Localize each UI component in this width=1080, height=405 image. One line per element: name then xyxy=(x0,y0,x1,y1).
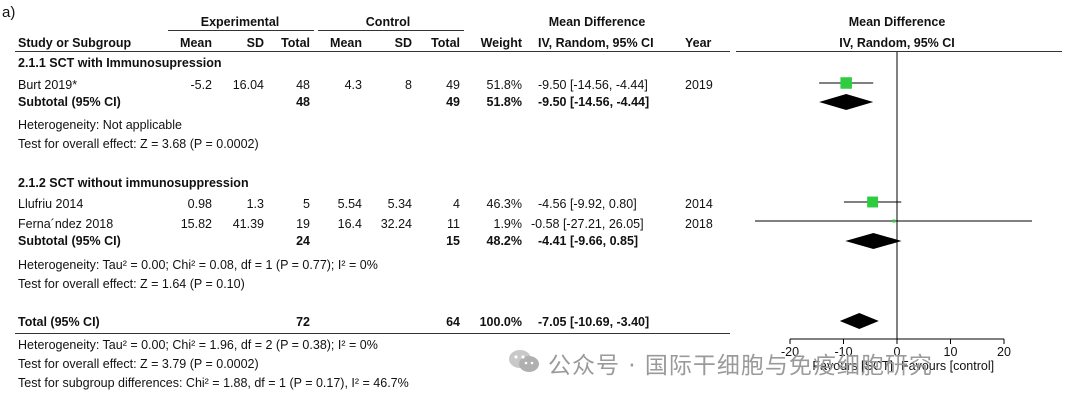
wechat-icon xyxy=(509,350,539,372)
study-e-mean: 15.82 xyxy=(180,217,212,231)
footer-subgroup-test: Test for subgroup differences: Chi² = 1.… xyxy=(18,376,409,390)
study-year: 2018 xyxy=(685,217,713,231)
footer-heterogeneity: Heterogeneity: Tau² = 0.00; Chi² = 1.96,… xyxy=(18,338,378,352)
study-c-sd: 5.34 xyxy=(387,197,412,211)
pooled-diamond xyxy=(839,313,879,329)
subtotal-label: Subtotal (95% CI) xyxy=(18,234,121,248)
mean-header: Mean xyxy=(180,36,212,50)
study-year: 2019 xyxy=(685,78,713,92)
study-c-sd: 32.24 xyxy=(380,217,412,231)
x-tick-label: 10 xyxy=(944,345,958,359)
pooled-diamond xyxy=(819,94,874,110)
study-c-mean: 5.54 xyxy=(337,197,362,211)
study-e-total: 19 xyxy=(296,217,310,231)
study-e-total: 48 xyxy=(296,78,310,92)
sd-header: SD xyxy=(246,36,264,50)
study-square xyxy=(840,77,852,89)
heterogeneity-text: Heterogeneity: Tau² = 0.00; Chi² = 0.08,… xyxy=(18,258,378,272)
overall-effect-text: Test for overall effect: Z = 3.68 (P = 0… xyxy=(18,137,259,151)
study-name: Ferna´ndez 2018 xyxy=(18,217,114,231)
total-weight: 100.0% xyxy=(479,315,522,329)
study-name: Burt 2019* xyxy=(18,78,78,92)
study-year: 2014 xyxy=(685,197,713,211)
study-e-mean: 0.98 xyxy=(187,197,212,211)
total-header: Total xyxy=(281,36,310,50)
panel-label: a) xyxy=(2,4,16,21)
total-ci: -7.05 [-10.69, -3.40] xyxy=(538,315,650,329)
study-c-mean: 4.3 xyxy=(344,78,362,92)
x-tick-label: -20 xyxy=(781,345,799,359)
footer-overall-effect: Test for overall effect: Z = 3.79 (P = 0… xyxy=(18,357,259,371)
header-rule-left xyxy=(15,51,730,52)
total-rule xyxy=(15,333,730,334)
subtotal-c-total: 15 xyxy=(446,234,460,248)
subtotal-ci: -9.50 [-14.56, -4.44] xyxy=(538,95,650,109)
study-ci: -4.56 [-9.92, 0.80] xyxy=(538,197,637,211)
study-c-total: 4 xyxy=(453,197,460,211)
weight-header: Weight xyxy=(480,36,522,50)
x-tick-label: 20 xyxy=(997,345,1011,359)
total-c-total: 64 xyxy=(446,315,460,329)
md-header-left: Mean Difference xyxy=(548,15,646,29)
watermark: 公众号 · 国际干细胞与免疫细胞研究 xyxy=(548,353,933,379)
study-square xyxy=(892,219,896,223)
study-ci: -0.58 [-27.21, 26.05] xyxy=(531,217,644,231)
study-header: Study or Subgroup xyxy=(18,36,132,50)
favours-right-label: Favours [control] xyxy=(901,359,994,373)
study-ci: -9.50 [-14.56, -4.44] xyxy=(538,78,648,92)
total-e-total: 72 xyxy=(296,315,310,329)
total-label: Total (95% CI) xyxy=(18,315,100,329)
experimental-header: Experimental xyxy=(200,15,280,29)
study-weight: 51.8% xyxy=(486,78,522,92)
study-weight: 1.9% xyxy=(493,217,523,231)
favours-left-label: Favours [SCT] xyxy=(812,359,893,373)
control-header: Control xyxy=(365,15,411,29)
study-e-sd: 16.04 xyxy=(232,78,264,92)
group1-title: 2.1.1 SCT with Immunosupression xyxy=(18,56,222,70)
study-e-sd: 41.39 xyxy=(232,217,264,231)
overall-effect-text: Test for overall effect: Z = 1.64 (P = 0… xyxy=(18,277,245,291)
sd2-header: SD xyxy=(394,36,412,50)
study-e-sd: 1.3 xyxy=(246,197,264,211)
study-weight: 46.3% xyxy=(486,197,522,211)
study-c-total: 11 xyxy=(447,217,460,231)
subtotal-ci: -4.41 [-9.66, 0.85] xyxy=(538,234,639,248)
group2-title: 2.1.2 SCT without immunosuppression xyxy=(18,176,249,190)
method-header-right: IV, Random, 95% CI xyxy=(839,36,955,50)
study-c-mean: 16.4 xyxy=(337,217,362,231)
control-underline xyxy=(318,30,464,31)
study-e-total: 5 xyxy=(303,197,310,211)
subtotal-label: Subtotal (95% CI) xyxy=(18,95,121,109)
x-tick-label: 0 xyxy=(894,345,901,359)
mean2-header: Mean xyxy=(330,36,362,50)
study-c-sd: 8 xyxy=(405,78,412,92)
subtotal-c-total: 49 xyxy=(446,95,460,109)
study-name: Llufriu 2014 xyxy=(18,197,84,211)
total2-header: Total xyxy=(431,36,460,50)
subtotal-e-total: 48 xyxy=(296,95,310,109)
study-c-total: 49 xyxy=(446,78,460,92)
md-header-right: Mean Difference xyxy=(848,15,946,29)
year-header: Year xyxy=(685,36,712,50)
method-header-left: IV, Random, 95% CI xyxy=(538,36,654,50)
study-square xyxy=(867,196,879,208)
experimental-underline xyxy=(168,30,314,31)
study-e-mean: -5.2 xyxy=(190,78,212,92)
x-tick-label: -10 xyxy=(834,345,852,359)
subtotal-weight: 48.2% xyxy=(486,234,522,248)
subtotal-weight: 51.8% xyxy=(486,95,522,109)
header-rule-right xyxy=(736,51,1062,52)
heterogeneity-text: Heterogeneity: Not applicable xyxy=(18,118,182,132)
pooled-diamond xyxy=(845,233,902,249)
subtotal-e-total: 24 xyxy=(296,234,310,248)
